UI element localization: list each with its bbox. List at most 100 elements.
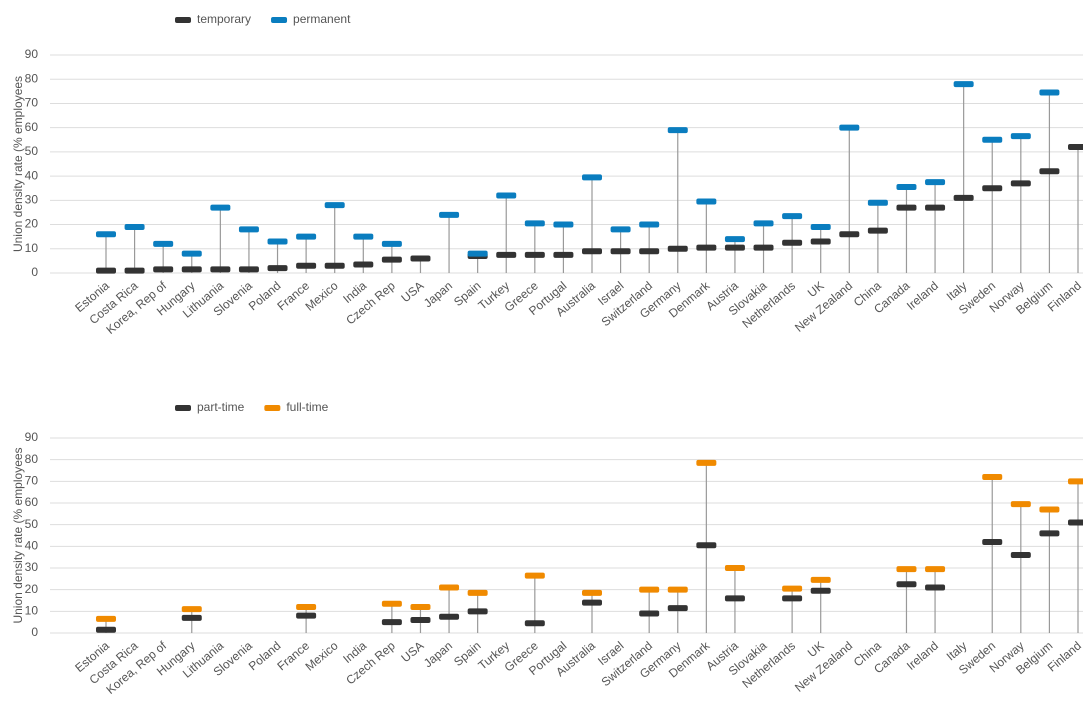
marker — [467, 608, 488, 615]
marker — [953, 194, 974, 201]
marker — [524, 220, 545, 227]
marker — [96, 267, 116, 274]
marker — [696, 542, 717, 549]
marker — [982, 136, 1003, 143]
marker — [381, 240, 402, 247]
x-tick-label: Japan — [421, 639, 455, 671]
marker — [839, 124, 860, 131]
marker — [96, 615, 116, 622]
y-tick-label: 30 — [25, 193, 39, 207]
marker — [210, 266, 231, 273]
y-tick-label: 20 — [25, 217, 39, 231]
marker — [782, 239, 803, 246]
marker — [667, 245, 688, 252]
marker — [896, 184, 917, 191]
y-tick-label: 30 — [25, 560, 39, 574]
marker — [524, 572, 545, 579]
marker — [467, 250, 488, 257]
y-tick-label: 90 — [25, 47, 39, 61]
marker — [324, 262, 345, 269]
legend-swatch — [175, 405, 191, 411]
marker — [153, 240, 174, 247]
marker — [867, 199, 888, 206]
marker — [667, 127, 688, 134]
marker — [896, 581, 917, 588]
y-tick-label: 60 — [25, 120, 39, 134]
x-tick-label: Japan — [421, 279, 455, 311]
marker — [1039, 506, 1060, 513]
marker — [267, 238, 288, 245]
legend-label: permanent — [293, 12, 351, 26]
marker — [181, 614, 202, 621]
marker — [582, 248, 602, 255]
marker — [439, 211, 460, 218]
marker — [353, 261, 374, 268]
marker — [1068, 519, 1083, 526]
marker — [724, 244, 745, 251]
marker — [953, 81, 974, 88]
marker — [96, 626, 116, 633]
y-tick-label: 0 — [31, 625, 38, 639]
legend-swatch — [271, 17, 288, 23]
y-tick-label: 10 — [25, 241, 39, 255]
marker — [867, 227, 888, 234]
marker — [553, 251, 574, 258]
marker — [1039, 89, 1060, 96]
marker — [381, 619, 402, 626]
legend-label: temporary — [197, 12, 251, 26]
marker — [1039, 168, 1060, 175]
marker — [639, 586, 660, 593]
y-tick-label: 50 — [25, 517, 39, 531]
marker — [553, 221, 574, 228]
y-tick-label: 50 — [25, 144, 39, 158]
marker — [496, 251, 517, 258]
legend-swatch — [264, 405, 281, 411]
marker — [296, 233, 317, 240]
marker — [810, 238, 831, 245]
y-tick-label: 70 — [25, 96, 39, 110]
marker — [181, 266, 202, 273]
marker — [238, 266, 259, 273]
marker — [1068, 478, 1083, 485]
marker — [724, 236, 745, 243]
marker — [324, 202, 345, 209]
marker — [925, 179, 946, 186]
marker — [1010, 552, 1031, 558]
marker — [610, 226, 631, 233]
marker — [753, 220, 774, 227]
marker — [153, 266, 174, 273]
marker — [925, 566, 946, 573]
marker — [582, 174, 602, 181]
x-tick-label: Ireland — [904, 639, 941, 673]
marker — [181, 250, 202, 257]
legend-swatch — [175, 17, 191, 23]
marker — [238, 226, 259, 233]
y-tick-label: 70 — [25, 474, 39, 488]
marker — [696, 244, 717, 251]
x-tick-label: Mexico — [303, 638, 341, 673]
marker — [410, 604, 431, 610]
marker — [267, 265, 288, 272]
marker — [524, 251, 545, 258]
marker — [982, 474, 1003, 480]
y-axis-label: Union density rate (% employees — [11, 76, 25, 252]
marker — [439, 584, 460, 591]
marker — [639, 248, 660, 255]
marker — [982, 185, 1003, 192]
marker — [610, 248, 631, 255]
marker — [353, 233, 374, 240]
y-axis-label: Union density rate (% employees — [11, 447, 25, 623]
marker — [582, 589, 602, 596]
legend-label: full-time — [286, 400, 328, 414]
marker — [696, 198, 717, 205]
marker — [381, 600, 402, 607]
marker — [296, 262, 317, 269]
y-tick-label: 40 — [25, 539, 39, 553]
marker — [410, 617, 431, 623]
x-tick-label: Ireland — [904, 279, 941, 313]
marker — [439, 613, 460, 620]
y-tick-label: 80 — [25, 452, 39, 466]
marker — [896, 204, 917, 211]
marker — [896, 566, 917, 573]
marker — [582, 599, 602, 606]
